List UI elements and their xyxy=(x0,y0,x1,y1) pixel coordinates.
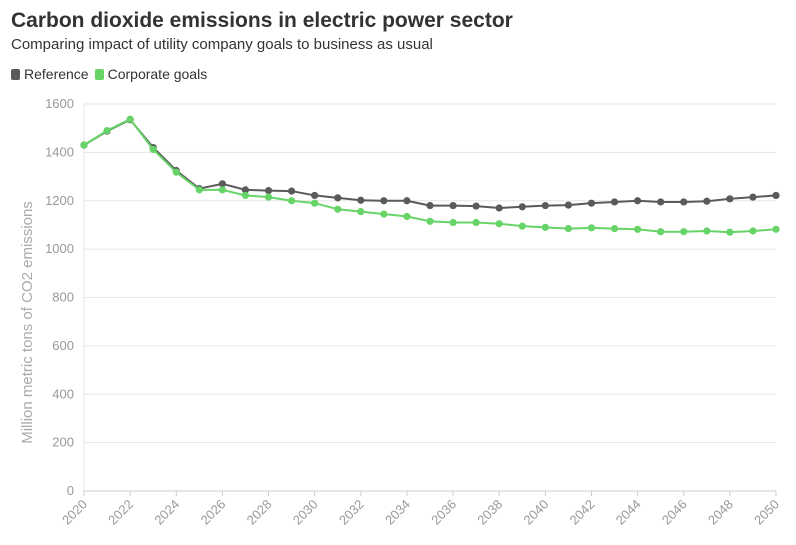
x-tick-label: 2026 xyxy=(197,497,228,528)
x-tick-label: 2040 xyxy=(520,497,551,528)
legend-label-reference: Reference xyxy=(24,66,89,82)
x-tick-label: 2028 xyxy=(244,497,275,528)
data-point-corporate-goals[interactable] xyxy=(703,227,711,235)
data-point-corporate-goals[interactable] xyxy=(288,197,296,205)
data-point-corporate-goals[interactable] xyxy=(564,224,573,233)
data-point-reference[interactable] xyxy=(426,201,434,210)
data-point-corporate-goals[interactable] xyxy=(472,218,480,227)
data-point-reference[interactable] xyxy=(564,201,573,209)
data-point-reference[interactable] xyxy=(587,199,596,207)
data-point-reference[interactable] xyxy=(680,198,688,206)
data-point-corporate-goals[interactable] xyxy=(403,212,411,221)
series-line-corporate-goals xyxy=(83,118,777,234)
data-point-reference[interactable] xyxy=(495,204,503,212)
data-point-corporate-goals[interactable] xyxy=(380,210,388,218)
data-point-reference[interactable] xyxy=(657,198,665,206)
data-point-reference[interactable] xyxy=(403,197,411,205)
data-point-reference[interactable] xyxy=(264,186,273,195)
x-tick-label: 2036 xyxy=(428,497,459,528)
x-tick-label: 2046 xyxy=(659,497,690,528)
series-line-reference xyxy=(83,118,777,210)
data-point-corporate-goals[interactable] xyxy=(518,222,526,230)
x-tick-label: 2022 xyxy=(105,497,136,528)
data-point-corporate-goals[interactable] xyxy=(126,115,134,123)
data-point-corporate-goals[interactable] xyxy=(149,145,157,154)
x-tick-label: 2038 xyxy=(474,497,505,528)
y-tick-label: 1000 xyxy=(45,241,74,256)
data-point-corporate-goals[interactable] xyxy=(495,220,503,228)
x-tick-label: 2030 xyxy=(290,497,321,528)
x-tick-label: 2044 xyxy=(613,497,644,528)
data-point-reference[interactable] xyxy=(634,197,642,205)
chart-subtitle: Comparing impact of utility company goal… xyxy=(11,36,433,53)
data-point-corporate-goals[interactable] xyxy=(634,225,642,233)
data-point-corporate-goals[interactable] xyxy=(541,223,549,231)
legend-label-corporate-goals: Corporate goals xyxy=(107,66,208,82)
data-point-reference[interactable] xyxy=(541,201,549,210)
data-point-corporate-goals[interactable] xyxy=(587,224,596,232)
series-reference xyxy=(80,116,780,212)
data-point-reference[interactable] xyxy=(288,187,296,195)
data-point-reference[interactable] xyxy=(449,201,457,210)
y-tick-label: 600 xyxy=(52,338,74,353)
data-point-reference[interactable] xyxy=(241,186,250,194)
data-point-reference[interactable] xyxy=(518,203,526,211)
data-point-reference[interactable] xyxy=(610,198,619,206)
data-point-corporate-goals[interactable] xyxy=(426,217,434,225)
x-tick-label: 2032 xyxy=(336,497,367,528)
y-tick-label: 0 xyxy=(67,483,74,498)
data-point-reference[interactable] xyxy=(311,191,319,200)
data-point-reference[interactable] xyxy=(749,193,757,201)
y-tick-label: 1400 xyxy=(45,144,74,159)
legend-item-corporate-goals[interactable]: Corporate goals xyxy=(94,66,208,82)
legend-swatch-corporate-goals xyxy=(94,68,104,80)
data-point-corporate-goals[interactable] xyxy=(749,227,757,235)
data-point-corporate-goals[interactable] xyxy=(449,218,457,227)
y-tick-label: 200 xyxy=(52,435,74,450)
x-tick-label: 2020 xyxy=(59,497,90,528)
data-point-reference[interactable] xyxy=(334,194,342,202)
x-tick-label: 2042 xyxy=(567,497,598,528)
data-point-corporate-goals[interactable] xyxy=(103,127,111,135)
data-point-corporate-goals[interactable] xyxy=(610,224,619,233)
grid-lines xyxy=(84,103,776,444)
data-point-corporate-goals[interactable] xyxy=(726,228,734,236)
series-group xyxy=(80,115,780,236)
data-point-reference[interactable] xyxy=(380,197,388,205)
data-point-corporate-goals[interactable] xyxy=(680,228,688,236)
legend: Reference Corporate goals xyxy=(11,66,213,82)
data-point-corporate-goals[interactable] xyxy=(218,186,226,194)
legend-item-reference[interactable]: Reference xyxy=(11,66,89,82)
series-corporate-goals xyxy=(80,115,780,236)
data-point-corporate-goals[interactable] xyxy=(172,168,180,176)
y-tick-label: 400 xyxy=(52,386,74,401)
data-point-corporate-goals[interactable] xyxy=(80,141,88,149)
data-point-corporate-goals[interactable] xyxy=(657,228,665,236)
y-tick-label: 1200 xyxy=(45,193,74,208)
data-point-corporate-goals[interactable] xyxy=(241,191,250,200)
data-point-corporate-goals[interactable] xyxy=(264,193,273,201)
data-point-reference[interactable] xyxy=(772,191,780,200)
data-point-reference[interactable] xyxy=(357,196,365,204)
x-tick-label: 2034 xyxy=(382,497,413,528)
data-point-reference[interactable] xyxy=(726,195,734,203)
data-point-corporate-goals[interactable] xyxy=(311,199,319,207)
data-point-corporate-goals[interactable] xyxy=(334,205,342,213)
y-tick-label: 1600 xyxy=(45,96,74,111)
x-tick-label: 2024 xyxy=(151,497,182,528)
y-tick-label: 800 xyxy=(52,290,74,305)
y-axis-title: Million metric tons of CO2 emissions xyxy=(19,201,36,444)
x-tick-label: 2050 xyxy=(751,497,782,528)
data-point-corporate-goals[interactable] xyxy=(195,186,203,194)
data-point-corporate-goals[interactable] xyxy=(357,208,365,216)
x-tick-label: 2048 xyxy=(705,497,736,528)
data-point-reference[interactable] xyxy=(218,180,226,188)
chart-title: Carbon dioxide emissions in electric pow… xyxy=(11,9,513,32)
data-point-reference[interactable] xyxy=(703,197,711,205)
data-point-reference[interactable] xyxy=(472,202,480,210)
legend-swatch-reference xyxy=(11,68,20,80)
data-point-corporate-goals[interactable] xyxy=(772,225,780,233)
axes: 0 200 400 600 800 1000 1200 1400 1600 2020 2022 202… xyxy=(45,96,782,528)
